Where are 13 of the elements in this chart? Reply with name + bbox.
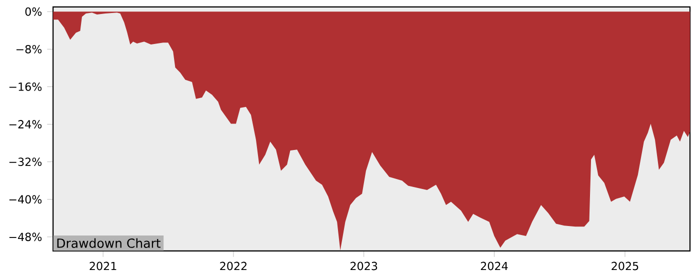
y-tick-label: −40%: [9, 195, 42, 204]
y-tick-label: 0%: [25, 7, 42, 16]
x-tick-label: 2024: [480, 262, 508, 270]
x-tick-label: 2021: [90, 262, 116, 270]
y-tick-label: −16%: [9, 82, 42, 91]
y-tick-label: −32%: [9, 158, 42, 166]
x-tick-label: 2022: [220, 262, 246, 270]
x-tick-label: 2025: [612, 262, 638, 270]
x-tick-label: 2023: [350, 262, 378, 270]
y-tick-label: −8%: [16, 44, 42, 54]
y-tick-label: −24%: [9, 120, 42, 128]
y-tick-label: −48%: [9, 232, 42, 242]
text: Drawdown Chart: [57, 238, 161, 248]
